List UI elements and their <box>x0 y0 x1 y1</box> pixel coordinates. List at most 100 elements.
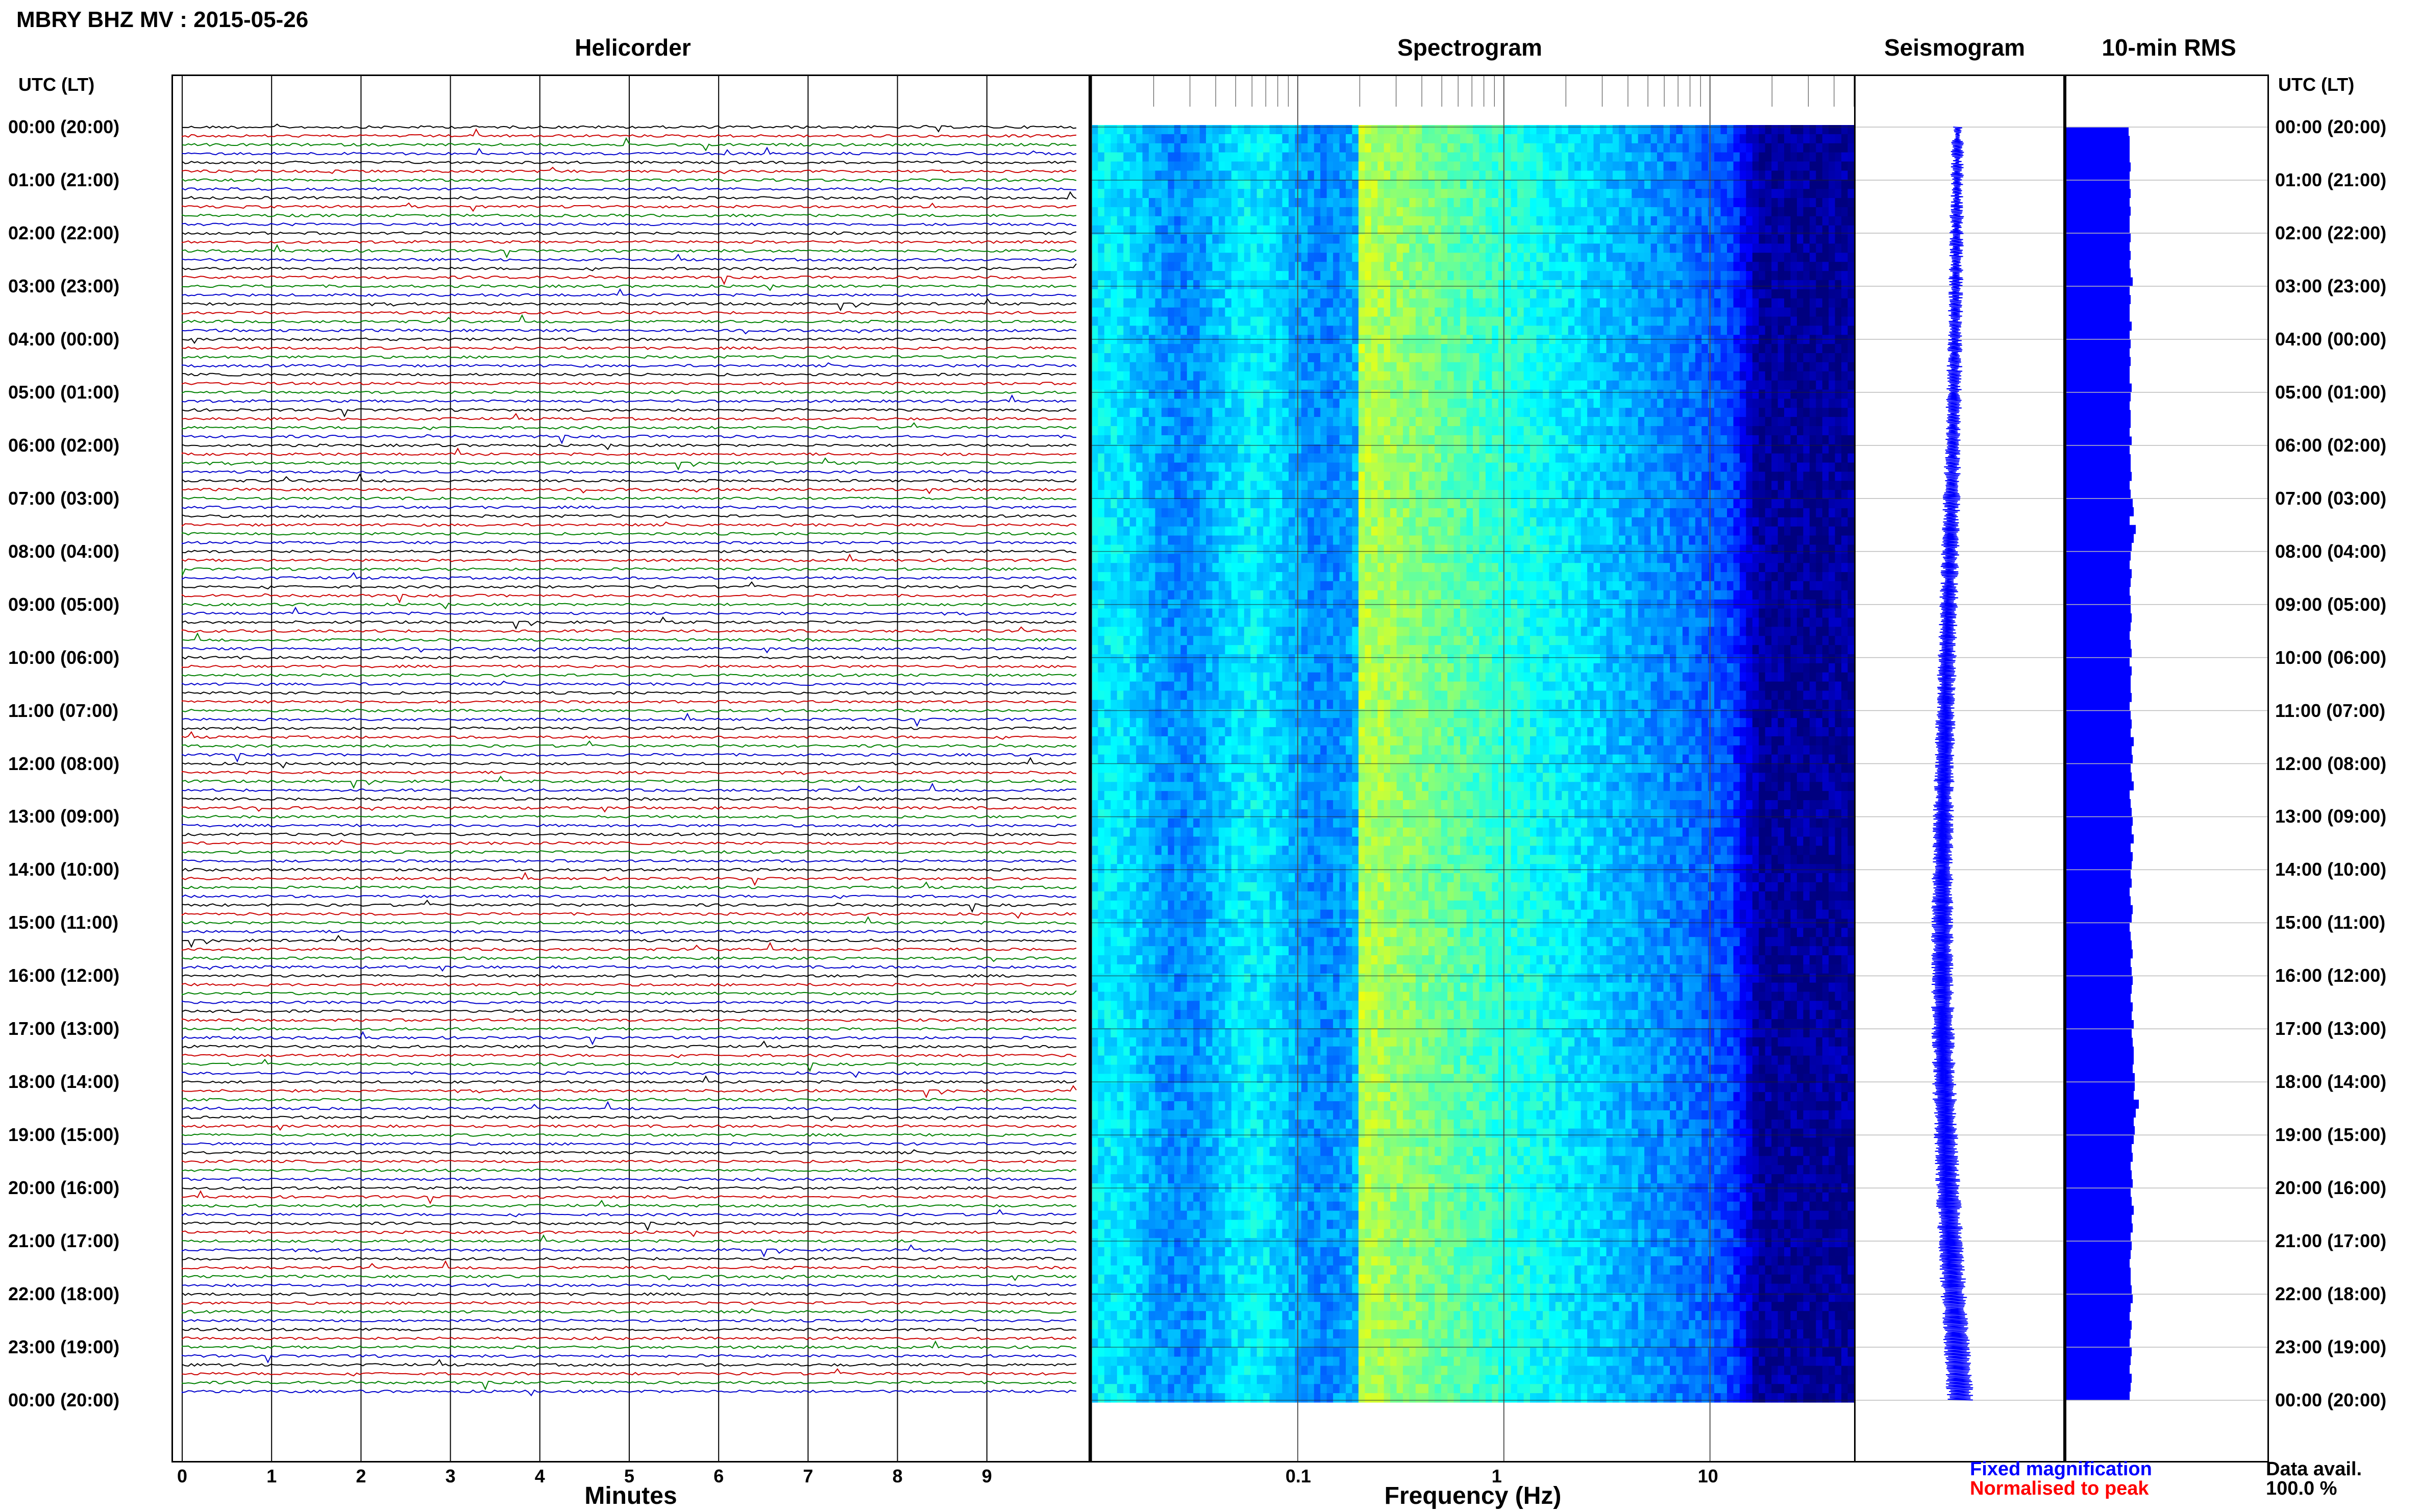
rms-bar <box>2066 834 2134 844</box>
rms-bar <box>2066 578 2131 587</box>
time-label: 01:00 (21:00) <box>8 170 119 190</box>
rms-bar <box>2066 207 2131 216</box>
rms-bar <box>2066 375 2130 384</box>
time-label: 00:00 (20:00) <box>8 1390 119 1410</box>
rms-bar <box>2066 799 2131 808</box>
time-label: 00:00 (20:00) <box>8 117 119 137</box>
helicorder-plot <box>173 76 1089 1461</box>
rms-bar <box>2066 366 2130 375</box>
rms-bar <box>2066 1268 2131 1277</box>
rms-bar <box>2066 1329 2131 1339</box>
rms-bar <box>2066 1259 2130 1268</box>
time-label: 09:00 (05:00) <box>8 594 119 615</box>
rms-bar <box>2066 1339 2130 1348</box>
rms-bar <box>2066 286 2130 295</box>
rms-bar <box>2066 392 2131 402</box>
rms-bar <box>2066 746 2132 755</box>
rms-bar <box>2066 1135 2134 1144</box>
rms-bar <box>2066 1038 2133 1047</box>
rms-bar <box>2066 127 2129 136</box>
time-label: 15:00 (11:00) <box>2275 912 2385 933</box>
spectrogram-x-tick-label: 0.1 <box>1286 1466 1311 1487</box>
rms-bar <box>2066 693 2132 702</box>
time-label: 13:00 (09:00) <box>8 806 119 827</box>
time-axis-header-right: UTC (LT) <box>2278 75 2354 95</box>
rms-bar <box>2066 720 2132 729</box>
rms-bar <box>2066 587 2130 596</box>
rms-bar <box>2066 428 2130 437</box>
data-avail-value: 100.0 % <box>2266 1478 2337 1500</box>
rms-bar <box>2066 940 2132 950</box>
rms-bar <box>2066 994 2131 1003</box>
rms-bar <box>2066 958 2131 968</box>
rms-bar <box>2066 1126 2135 1135</box>
rms-bar <box>2066 808 2132 817</box>
rms-bar <box>2066 198 2130 207</box>
rms-bar <box>2066 410 2131 419</box>
rms-bar <box>2066 295 2131 304</box>
rms-bar <box>2066 180 2130 189</box>
time-label: 03:00 (23:00) <box>8 276 119 296</box>
rms-bar <box>2066 569 2132 578</box>
rms-bar <box>2066 870 2131 879</box>
rms-bar <box>2066 268 2131 278</box>
rms-bar <box>2066 675 2131 684</box>
helicorder-x-tick-label: 2 <box>356 1466 366 1487</box>
rms-bar <box>2066 225 2130 234</box>
minutes-axis-label: Minutes <box>529 1482 733 1510</box>
time-label: 23:00 (19:00) <box>2275 1337 2386 1357</box>
rms-bar <box>2066 357 2131 366</box>
time-label: 18:00 (14:00) <box>2275 1072 2386 1092</box>
rms-bar <box>2066 1100 2139 1109</box>
seismogram-title: Seismogram <box>1858 34 2052 61</box>
rms-bar <box>2066 1312 2130 1321</box>
time-label: 12:00 (08:00) <box>2275 754 2386 774</box>
rms-bar <box>2066 711 2131 720</box>
station-title: MBRY BHZ MV : 2015-05-26 <box>16 7 308 33</box>
time-label: 02:00 (22:00) <box>8 223 119 243</box>
helicorder-x-tick-label: 9 <box>982 1466 992 1487</box>
rms-bar <box>2066 560 2130 569</box>
rms-bar <box>2066 242 2130 251</box>
rms-bar <box>2066 1002 2133 1011</box>
rms-bar <box>2066 1055 2134 1064</box>
seismogram-panel <box>1856 75 2065 1463</box>
time-label: 02:00 (22:00) <box>2275 223 2386 243</box>
spectrogram-panel <box>1090 75 1856 1463</box>
time-label: 11:00 (07:00) <box>8 701 118 721</box>
time-label: 00:00 (20:00) <box>2275 117 2386 137</box>
rms-bar <box>2066 755 2133 764</box>
time-label: 00:00 (20:00) <box>2275 1390 2386 1410</box>
rms-title: 10-min RMS <box>2072 34 2266 61</box>
rms-bar <box>2066 976 2133 985</box>
rms-bar <box>2066 339 2131 349</box>
rms-bar <box>2066 331 2130 340</box>
rms-bar <box>2066 1374 2132 1383</box>
rms-bar <box>2066 781 2134 790</box>
rms-bar <box>2066 1347 2132 1356</box>
rms-bar <box>2066 1365 2130 1374</box>
time-label: 14:00 (10:00) <box>2275 859 2386 880</box>
rms-bar <box>2066 764 2131 773</box>
helicorder-x-tick-label: 1 <box>266 1466 277 1487</box>
time-label: 14:00 (10:00) <box>8 859 119 880</box>
rms-bar <box>2066 914 2132 923</box>
rms-bar <box>2066 189 2131 198</box>
rms-bar <box>2066 1321 2132 1330</box>
rms-bar <box>2066 879 2132 888</box>
rms-bar <box>2066 1232 2131 1242</box>
time-label: 07:00 (03:00) <box>8 488 119 509</box>
time-label: 06:00 (02:00) <box>2275 435 2386 456</box>
rms-bar <box>2066 666 2132 676</box>
time-label: 16:00 (12:00) <box>2275 965 2386 986</box>
rms-bar <box>2066 507 2134 516</box>
time-label: 15:00 (11:00) <box>8 912 118 933</box>
rms-bar <box>2066 436 2132 445</box>
rms-bar <box>2066 321 2132 331</box>
rms-bar <box>2066 1356 2131 1365</box>
time-label: 10:00 (06:00) <box>2275 648 2386 668</box>
rms-bar <box>2066 136 2130 145</box>
time-label: 16:00 (12:00) <box>8 965 119 986</box>
time-label: 04:00 (00:00) <box>8 329 119 350</box>
time-label: 21:00 (17:00) <box>8 1231 119 1251</box>
